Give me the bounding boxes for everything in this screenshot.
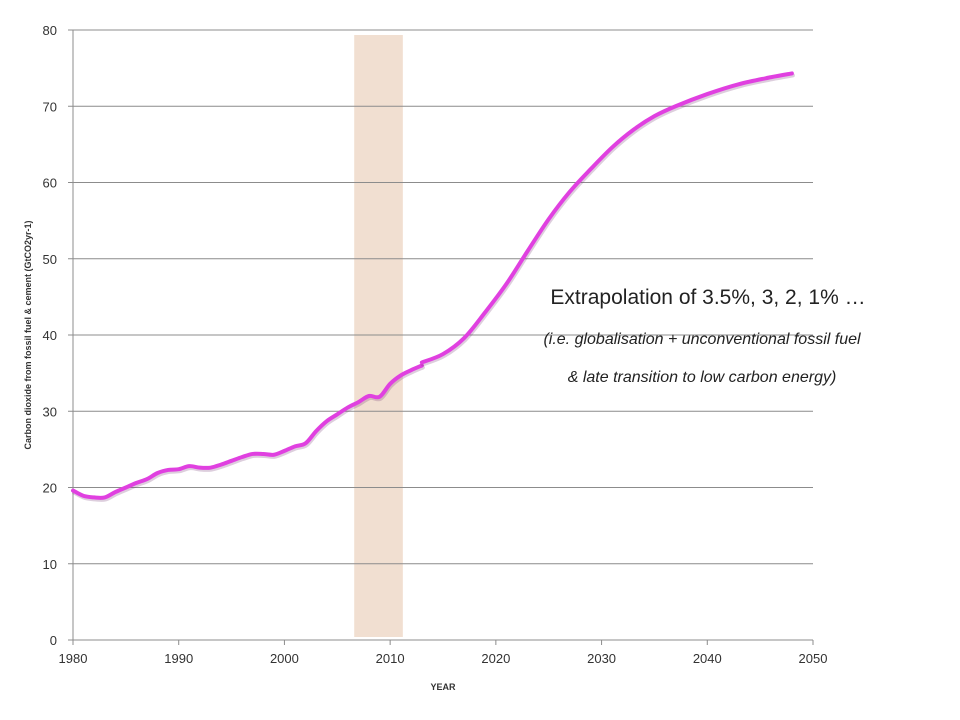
gridlines [73,29,813,565]
shaded-band [354,35,403,637]
annotation-main: Extrapolation of 3.5%, 3, 2, 1% … [550,286,865,309]
series-lines [71,71,795,502]
x-tick-label: 2000 [270,651,299,666]
x-axis-title: YEAR [430,682,456,692]
series-line-extrapolation [419,71,794,365]
x-tick-label: 2010 [376,651,405,666]
y-tick-label: 40 [43,328,57,343]
y-tick-label: 80 [43,23,57,38]
axes [68,29,814,645]
annotation-line-2: (i.e. globalisation + unconventional fos… [543,331,861,348]
y-tick-label: 20 [43,481,57,496]
x-tick-label: 2040 [693,651,722,666]
y-tick-label: 70 [43,99,57,114]
y-tick-label: 0 [50,633,57,648]
shaded-band-layer [354,35,403,637]
series-shadow-historical [72,365,425,502]
x-tick-label: 2030 [587,651,616,666]
y-tick-label: 30 [43,404,57,419]
y-tick-label: 60 [43,176,57,191]
y-axis-title: Carbon dioxide from fossil fuel & cement… [23,220,33,449]
y-tick-label: 10 [43,557,57,572]
series-shadow-extrapolation [420,73,795,367]
x-tick-label: 1990 [164,651,193,666]
x-tick-label: 1980 [59,651,88,666]
annotation-line-3: & late transition to low carbon energy) [568,369,837,386]
series-line-historical [71,363,424,500]
y-tick-label: 50 [43,252,57,267]
x-tick-label: 2050 [799,651,828,666]
x-tick-label: 2020 [481,651,510,666]
